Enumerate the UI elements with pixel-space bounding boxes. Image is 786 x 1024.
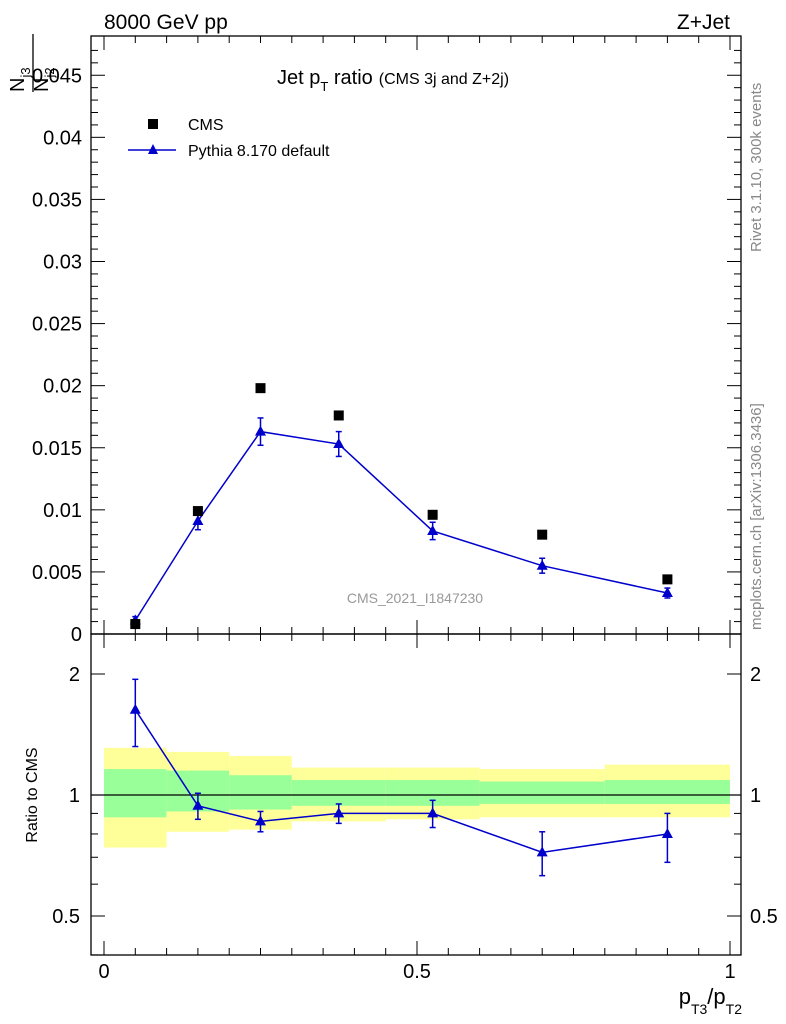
x-tick-label: 0 [98,961,109,983]
ratio-point [129,703,141,714]
ratio-point [427,807,439,818]
pythia-point [255,425,266,436]
pythia-point [661,587,673,598]
ratio-point [192,799,204,810]
legend-cms-label: CMS [188,117,224,134]
legend-cms-marker [148,119,158,129]
ratio-band-green [479,781,605,804]
cms-point [192,506,203,517]
main-title: Jet pT ratio (CMS 3j and Z+2j) [277,67,509,94]
ratio-y-tick-label-left: 0.5 [52,906,80,928]
ratio-y-tick-label-right: 1 [750,785,761,807]
main-y-tick-label: 0.025 [32,314,82,336]
ratio-band-green [291,779,386,806]
main-axes: 0.005 0.01 0.015 0.02 0.025 0.03 0.035 0.04 0.04… [32,35,742,646]
main-panel: 0.005 0.01 0.015 0.02 0.025 0.03 0.035 0.04 0.04… [7,34,742,646]
x-axis-label: pT3/pT2 [679,984,743,1017]
main-y-tick-label: 0.02 [43,376,82,398]
header-left: 8000 GeV pp [104,11,228,34]
main-y-tick-label: 0.04 [43,127,82,149]
ratio-marks [129,678,673,877]
ratio-bands [104,747,730,848]
ratio-band-green [604,779,730,804]
ratio-y-tick-label-left: 2 [69,664,80,686]
main-marks [129,383,673,630]
ratio-point [536,846,548,857]
ratio-y-tick-label-right: 2 [750,664,761,686]
ratio-point [333,807,345,818]
legend-pythia-marker [148,144,158,154]
pythia-point [192,515,204,526]
side-label-bottom: mcplots.cern.ch [arXiv:1306.3436] [748,403,765,630]
main-y-tick-label: 0.01 [43,500,82,522]
legend: CMS Pythia 8.170 default [128,117,330,160]
main-y-zero-label: 0 [71,624,82,646]
ratio-y-tick-label-left: 1 [69,785,80,807]
main-y-tick-label: 0.035 [32,189,82,211]
watermark: CMS_2021_I1847230 [347,590,483,606]
main-y-tick-label: 0.045 [32,65,82,87]
ratio-point [255,815,266,826]
legend-pythia-label: Pythia 8.170 default [188,143,330,160]
cms-point [537,529,548,540]
x-tick-label: 0.5 [403,961,431,983]
ratio-panel: 0.5 0.5 1 1 2 2 0 0.5 1 Ratio to CMS pT3/pT2 [24,633,778,1017]
cms-point [255,383,266,394]
pythia-point [427,524,439,535]
main-y-label: Nj3Nj2 [7,67,57,92]
ratio-band-green [229,775,292,810]
main-y-tick-label: 0.015 [32,438,82,460]
ratio-y-label: Ratio to CMS [24,747,41,842]
cms-point [662,574,673,585]
pythia-point [536,559,548,570]
cms-point [427,509,438,520]
cms-point [333,410,344,421]
main-y-tick-label: 0.005 [32,562,82,584]
ratio-y-tick-label-right: 0.5 [750,906,778,928]
side-label-top: Rivet 3.1.10, 300k events [748,83,765,252]
ratio-point [661,827,673,838]
pythia-point [333,438,345,449]
main-y-tick-label: 0.03 [43,252,82,274]
ratio-axes: 0.5 0.5 1 1 2 2 0 0.5 1 [52,633,778,983]
x-tick-label: 1 [724,961,735,983]
cms-point [130,619,141,630]
ratio-band-green [104,769,167,818]
header-right: Z+Jet [677,11,730,34]
